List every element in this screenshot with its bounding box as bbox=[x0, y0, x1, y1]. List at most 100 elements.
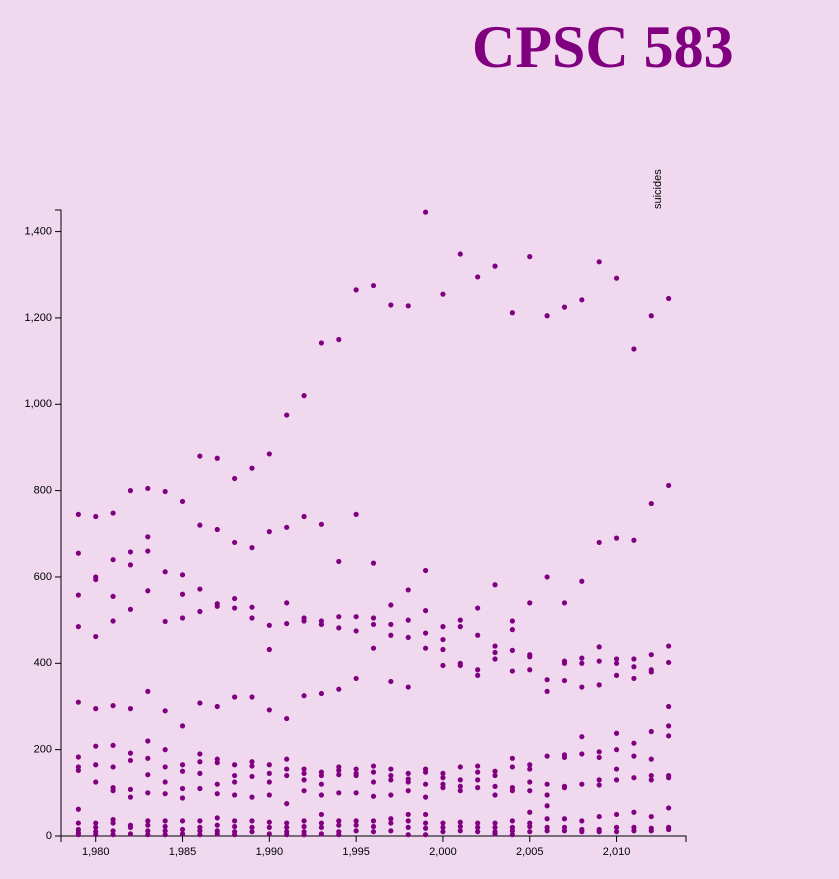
data-point bbox=[613, 660, 620, 666]
data-point bbox=[110, 832, 116, 838]
data-point bbox=[284, 524, 290, 530]
data-point bbox=[284, 801, 290, 807]
data-point bbox=[179, 768, 186, 774]
data-point bbox=[110, 557, 116, 563]
data-point bbox=[666, 775, 672, 781]
data-point bbox=[457, 819, 463, 825]
data-point bbox=[197, 586, 203, 592]
data-point bbox=[475, 777, 481, 783]
data-point bbox=[197, 818, 203, 824]
y-tick-label: 0 bbox=[46, 830, 52, 842]
data-point bbox=[527, 254, 533, 260]
data-point bbox=[475, 672, 481, 678]
data-point bbox=[527, 600, 533, 606]
data-point bbox=[475, 667, 481, 673]
data-point bbox=[110, 828, 116, 834]
data-point bbox=[666, 659, 672, 666]
data-point bbox=[266, 831, 272, 837]
data-point bbox=[370, 829, 377, 835]
data-point bbox=[666, 805, 672, 811]
y-axis: 0 200 400 600 800 1,000 1,200 1,400 bbox=[24, 209, 62, 842]
data-point bbox=[179, 572, 186, 578]
data-point bbox=[214, 822, 220, 828]
data-point bbox=[544, 753, 550, 759]
data-point bbox=[509, 668, 515, 674]
data-point bbox=[475, 605, 481, 611]
data-point bbox=[110, 788, 116, 794]
data-point bbox=[110, 742, 116, 748]
data-point bbox=[162, 708, 168, 714]
data-point bbox=[284, 766, 290, 772]
data-point bbox=[249, 763, 255, 769]
data-point bbox=[457, 823, 463, 830]
data-point bbox=[648, 313, 654, 319]
data-point bbox=[214, 603, 220, 609]
data-point bbox=[422, 630, 429, 636]
data-point bbox=[179, 498, 186, 505]
data-point bbox=[422, 794, 429, 800]
data-point bbox=[336, 832, 342, 838]
data-point bbox=[145, 772, 151, 778]
data-point bbox=[613, 824, 620, 830]
data-point bbox=[475, 824, 481, 830]
data-point bbox=[162, 818, 168, 824]
data-point bbox=[475, 769, 481, 775]
data-point bbox=[440, 662, 446, 669]
y-tick-label: 600 bbox=[34, 571, 52, 583]
data-point bbox=[93, 762, 99, 768]
data-point bbox=[579, 655, 585, 661]
data-point bbox=[596, 644, 602, 650]
data-point bbox=[492, 772, 498, 779]
data-point bbox=[579, 684, 585, 690]
data-point bbox=[301, 770, 307, 777]
data-point bbox=[197, 770, 203, 777]
data-point bbox=[249, 794, 255, 800]
data-point bbox=[214, 815, 220, 821]
data-point bbox=[388, 820, 394, 826]
data-point bbox=[318, 772, 325, 779]
data-point bbox=[544, 803, 550, 809]
data-point bbox=[336, 336, 342, 343]
data-point bbox=[492, 792, 498, 798]
data-point bbox=[353, 818, 359, 824]
data-point bbox=[249, 773, 255, 780]
data-point bbox=[284, 600, 290, 606]
data-point bbox=[475, 829, 481, 835]
data-point bbox=[492, 824, 498, 830]
data-points bbox=[75, 209, 672, 838]
data-point bbox=[405, 818, 411, 824]
data-point bbox=[440, 829, 446, 835]
data-point bbox=[440, 775, 446, 781]
data-point bbox=[370, 793, 377, 799]
x-tick-label: 1,985 bbox=[169, 846, 197, 858]
data-point bbox=[145, 828, 151, 834]
data-point bbox=[631, 346, 637, 352]
data-point bbox=[422, 645, 429, 651]
data-point bbox=[353, 675, 359, 682]
data-point bbox=[544, 574, 550, 580]
data-point bbox=[561, 677, 568, 684]
data-point bbox=[127, 824, 134, 830]
data-point bbox=[613, 656, 620, 662]
data-point bbox=[561, 660, 568, 666]
data-point bbox=[145, 548, 151, 554]
data-point bbox=[249, 615, 255, 621]
data-point bbox=[648, 756, 654, 762]
data-point bbox=[475, 820, 481, 826]
data-point bbox=[370, 615, 377, 621]
data-point bbox=[666, 295, 672, 302]
x-tick-label: 2,000 bbox=[429, 846, 457, 858]
data-point bbox=[266, 770, 272, 777]
data-point bbox=[648, 772, 654, 779]
data-point bbox=[75, 754, 81, 760]
data-point bbox=[492, 643, 498, 649]
data-point bbox=[544, 688, 550, 694]
data-point bbox=[284, 756, 290, 762]
data-point bbox=[388, 302, 394, 308]
data-point bbox=[301, 693, 307, 699]
data-point bbox=[579, 297, 585, 303]
data-point bbox=[440, 785, 446, 791]
data-point bbox=[336, 686, 342, 692]
data-point bbox=[631, 537, 637, 543]
data-point bbox=[544, 816, 550, 822]
